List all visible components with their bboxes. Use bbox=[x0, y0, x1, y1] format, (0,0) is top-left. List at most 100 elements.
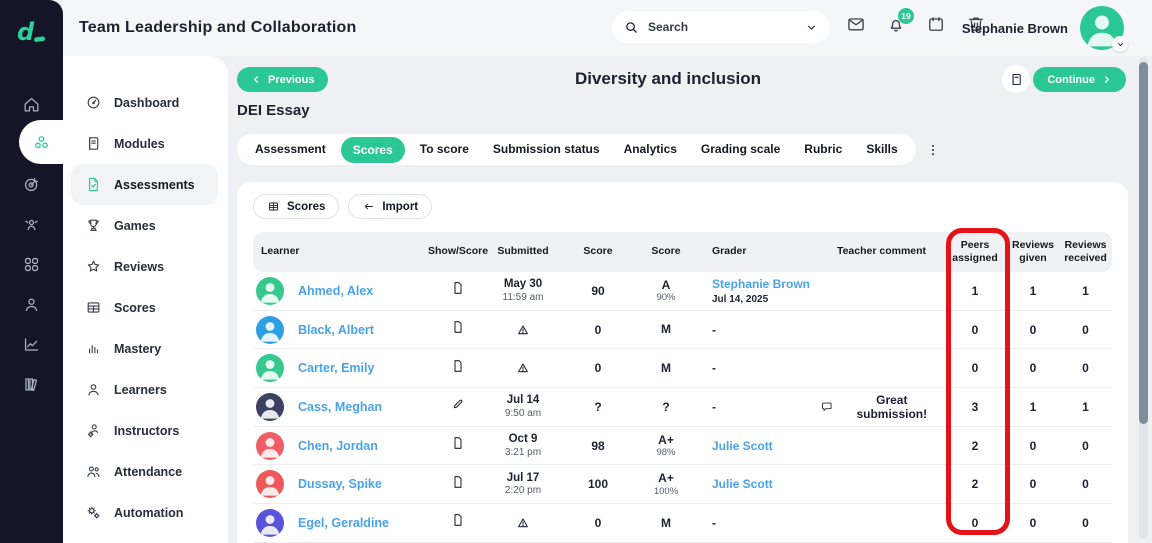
reviews-given-value: 0 bbox=[1029, 477, 1037, 492]
arrow-left-icon bbox=[365, 203, 374, 210]
grade-value: M bbox=[661, 515, 671, 530]
reviews-given-value: 0 bbox=[1029, 438, 1037, 453]
apps-grid-icon[interactable] bbox=[0, 244, 63, 284]
table-row: Cass, Meghan Jul 14 9:50 am bbox=[253, 388, 1112, 427]
grader-link[interactable]: Julie Scott bbox=[712, 477, 773, 492]
no-grader-dash: - bbox=[712, 322, 716, 337]
learner-name-link[interactable]: Chen, Jordan bbox=[298, 438, 378, 453]
score-value: 0 bbox=[594, 361, 602, 376]
grader-link[interactable]: Stephanie Brown bbox=[712, 276, 811, 291]
user-menu-chevron-icon[interactable] bbox=[1112, 36, 1128, 52]
sidebar-item-attendance[interactable]: Attendance bbox=[71, 451, 218, 492]
trash-icon[interactable] bbox=[966, 14, 986, 34]
tab-scores[interactable]: Scores bbox=[340, 136, 405, 163]
sidebar-item-games[interactable]: Games bbox=[71, 205, 218, 246]
import-button[interactable]: Import bbox=[348, 194, 433, 219]
grader-link[interactable]: Julie Scott bbox=[712, 438, 773, 453]
notifications-icon[interactable]: 19 bbox=[886, 8, 914, 34]
peers-assigned-value: 0 bbox=[971, 515, 979, 530]
table-row: Dussay, Spike Jul 17 2:20 pm bbox=[253, 465, 1112, 505]
sidebar-item-instructors[interactable]: Instructors bbox=[71, 410, 218, 451]
sidebar-item-mastery[interactable]: Mastery bbox=[71, 328, 218, 369]
score-value: 0 bbox=[594, 515, 602, 530]
learner-name-link[interactable]: Egel, Geraldine bbox=[298, 515, 390, 530]
grade-value: M bbox=[661, 322, 671, 337]
continue-button[interactable]: Continue bbox=[1033, 67, 1126, 92]
library-icon[interactable] bbox=[0, 364, 63, 404]
file-icon[interactable] bbox=[450, 474, 466, 490]
learner-avatar bbox=[256, 508, 284, 537]
pencil-icon[interactable] bbox=[450, 396, 466, 412]
tab-rubric[interactable]: Rubric bbox=[804, 142, 843, 156]
profile-icon[interactable] bbox=[0, 284, 63, 324]
sidebar-item-dashboard[interactable]: Dashboard bbox=[71, 82, 218, 123]
modules-cluster-icon[interactable] bbox=[19, 120, 63, 164]
reviews-given-value: 0 bbox=[1029, 515, 1037, 530]
sidebar-item-scores[interactable]: Scores bbox=[71, 287, 218, 328]
sidebar-item-assessments[interactable]: Assessments bbox=[71, 164, 218, 205]
grade-value: M bbox=[661, 361, 671, 376]
calendar-icon[interactable] bbox=[926, 14, 946, 34]
search-icon bbox=[626, 21, 637, 33]
sidebar-item-learners[interactable]: Learners bbox=[71, 369, 218, 410]
scrollbar-track[interactable] bbox=[1139, 57, 1148, 539]
modules-icon bbox=[89, 137, 99, 150]
learner-name-link[interactable]: Ahmed, Alex bbox=[298, 283, 374, 298]
messages-icon[interactable] bbox=[846, 14, 866, 34]
notification-badge: 19 bbox=[898, 8, 914, 24]
app-logo[interactable]: d bbox=[0, 6, 63, 58]
peers-assigned-value: 0 bbox=[971, 361, 979, 376]
scrollbar-thumb[interactable] bbox=[1139, 62, 1148, 424]
assessments-icon bbox=[89, 177, 98, 192]
learner-avatar bbox=[256, 431, 284, 460]
table-row: Egel, Geraldine bbox=[253, 504, 1112, 543]
table-row: Ahmed, Alex May 30 11:59 am bbox=[253, 272, 1112, 311]
sidebar-item-modules[interactable]: Modules bbox=[71, 123, 218, 164]
table-row: Chen, Jordan Oct 9 3:21 pm bbox=[253, 427, 1112, 466]
reviews-received-value: 1 bbox=[1082, 399, 1089, 414]
sidebar-item-automation[interactable]: Automation bbox=[71, 492, 218, 533]
learner-name-link[interactable]: Carter, Emily bbox=[298, 361, 375, 376]
tabs-overflow-icon[interactable] bbox=[926, 143, 940, 157]
gradebook-button[interactable] bbox=[1002, 65, 1030, 93]
learner-avatar bbox=[256, 276, 284, 305]
reviews-received-value: 0 bbox=[1082, 361, 1089, 376]
score-value: 98 bbox=[591, 438, 605, 453]
scores-card: Scores Import Learner Show/Score Submitt… bbox=[237, 182, 1128, 543]
tab-grading-scale[interactable]: Grading scale bbox=[700, 142, 781, 156]
tab-to-score[interactable]: To score bbox=[419, 142, 469, 156]
analytics-icon[interactable] bbox=[0, 324, 63, 364]
learner-name-link[interactable]: Black, Albert bbox=[298, 322, 374, 337]
reviews-received-value: 0 bbox=[1082, 477, 1089, 492]
scores-view-button[interactable]: Scores bbox=[253, 194, 340, 219]
reviews-star-icon bbox=[87, 260, 100, 272]
previous-button[interactable]: Previous bbox=[237, 67, 329, 92]
learner-name-link[interactable]: Dussay, Spike bbox=[298, 477, 382, 492]
tab-assessment[interactable]: Assessment bbox=[255, 142, 326, 156]
file-icon[interactable] bbox=[450, 358, 466, 374]
tab-bar: Assessment Scores To score Submission st… bbox=[237, 134, 916, 165]
learner-name-link[interactable]: Cass, Meghan bbox=[298, 399, 383, 414]
nav-rail: d bbox=[0, 0, 63, 543]
tab-submission-status[interactable]: Submission status bbox=[492, 142, 600, 156]
reviews-given-value: 0 bbox=[1029, 361, 1037, 376]
tab-analytics[interactable]: Analytics bbox=[623, 142, 677, 156]
tab-skills[interactable]: Skills bbox=[866, 142, 898, 156]
warning-icon bbox=[518, 518, 528, 528]
grade-value: A+ 100% bbox=[653, 471, 679, 497]
chevron-down-icon bbox=[807, 24, 816, 30]
home-icon[interactable] bbox=[0, 84, 63, 124]
learner-avatar bbox=[256, 315, 284, 344]
grade-value: A 90% bbox=[656, 277, 676, 304]
sidebar-item-reviews[interactable]: Reviews bbox=[71, 246, 218, 287]
goals-icon[interactable] bbox=[0, 164, 63, 204]
community-icon[interactable] bbox=[0, 204, 63, 244]
search-input[interactable]: Search bbox=[612, 11, 830, 43]
file-icon[interactable] bbox=[450, 280, 466, 296]
chevron-left-icon bbox=[254, 76, 259, 83]
no-grader-dash: - bbox=[712, 361, 716, 376]
file-icon[interactable] bbox=[450, 319, 466, 335]
score-value: ? bbox=[594, 399, 602, 414]
file-icon[interactable] bbox=[450, 512, 466, 528]
file-icon[interactable] bbox=[450, 435, 466, 451]
